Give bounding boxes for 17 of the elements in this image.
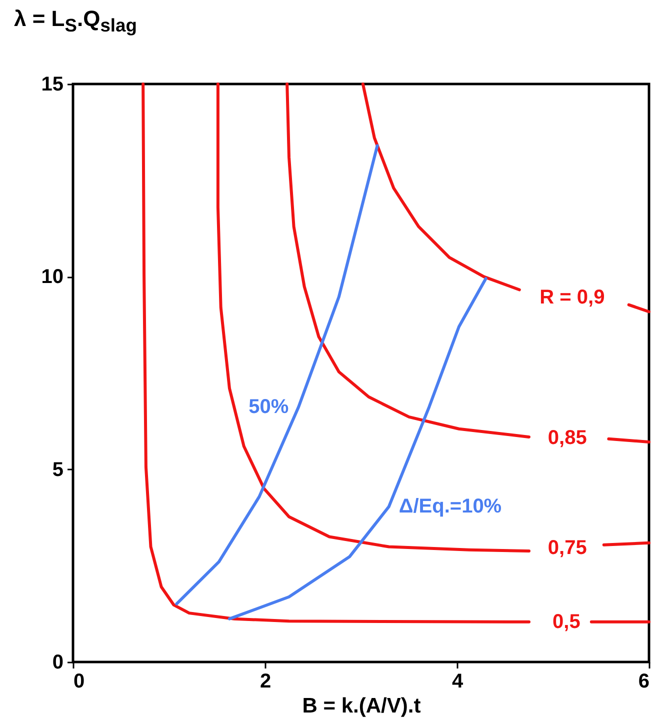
series-label: 0,85: [548, 426, 587, 449]
y-tick-label: 5: [52, 458, 64, 481]
series-label: 50%: [248, 396, 289, 418]
x-axis-title: B = k.(A/V).t: [302, 694, 421, 718]
series-label: 0,75: [548, 536, 587, 559]
y-tick-label: 10: [41, 266, 64, 288]
series-label: Δ/Eq.=10%: [398, 496, 502, 518]
x-tick-label: 4: [452, 670, 464, 692]
x-tick-label: 0: [74, 670, 85, 692]
y-tick-label: 15: [41, 74, 64, 96]
x-tick-label: 6: [638, 670, 650, 692]
series-label: R = 0,9: [540, 286, 605, 308]
y-tick-label: 0: [52, 652, 64, 674]
series-label: 0,5: [552, 610, 580, 633]
line-series: [175, 144, 379, 606]
x-tick-label: 2: [260, 670, 272, 692]
y-axis-title: λ = L$_{S}$.Q$_{slag}$: [14, 6, 137, 36]
